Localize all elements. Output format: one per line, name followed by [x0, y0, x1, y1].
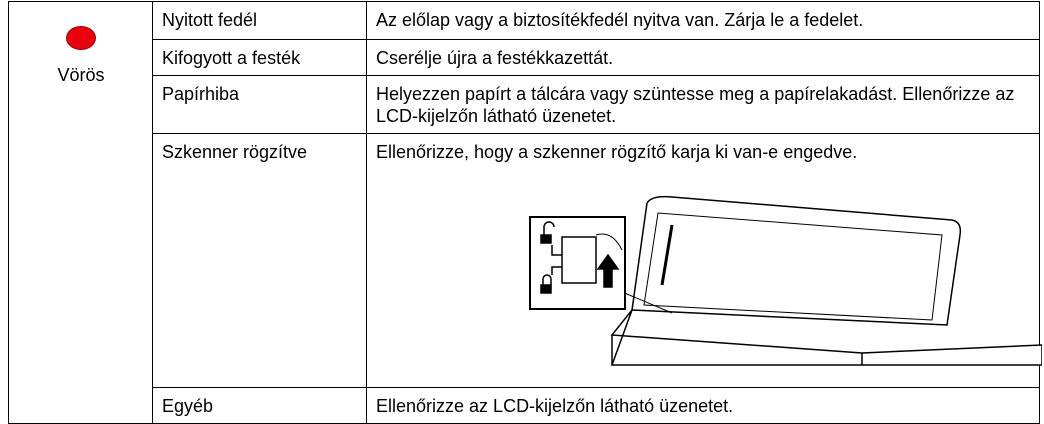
status-table: Vörös Nyitott fedél Az előlap vagy a biz…	[8, 1, 1042, 424]
row: Kifogyott a festék Cserélje újra a festé…	[9, 39, 1040, 76]
red-led	[66, 26, 96, 50]
row: Papírhiba Helyezzen papírt a tálcára vag…	[9, 75, 1040, 134]
solution: Az előlap vagy a biztosítékfedél nyitva …	[366, 1, 1040, 40]
problem: Nyitott fedél	[152, 1, 367, 40]
row: Szkenner rögzítve Ellenőrizze, hogy a sz…	[9, 133, 1042, 388]
problem: Szkenner rögzítve	[152, 133, 367, 388]
row: Vörös Nyitott fedél Az előlap vagy a biz…	[8, 1, 1040, 424]
solution: Cserélje újra a festékkazettát.	[366, 39, 1040, 76]
solution: Ellenőrizze, hogy a szkenner rögzítő kar…	[366, 133, 1042, 388]
problem: Papírhiba	[152, 75, 367, 134]
solution: Ellenőrizze az LCD-kijelzőn látható üzen…	[366, 387, 1040, 424]
solution-text: Ellenőrizze, hogy a szkenner rögzítő kar…	[376, 142, 858, 162]
row: Egyéb Ellenőrizze az LCD-kijelzőn láthat…	[9, 387, 1040, 424]
problem: Egyéb	[152, 387, 367, 424]
solution: Helyezzen papírt a tálcára vagy szüntess…	[366, 75, 1040, 134]
problem: Kifogyott a festék	[152, 39, 367, 76]
status-label: Vörös	[57, 65, 105, 85]
status-cell: Vörös	[8, 1, 153, 424]
scanner-illustration	[529, 195, 1042, 366]
